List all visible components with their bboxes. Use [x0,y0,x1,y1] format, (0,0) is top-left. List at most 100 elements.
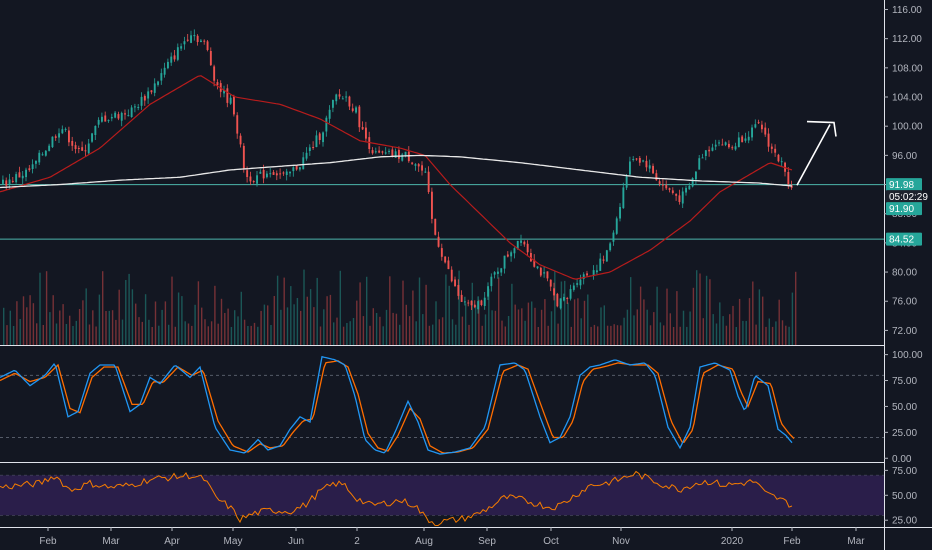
candle-body [483,297,486,306]
candle-body [15,174,18,183]
candle-body [718,142,720,144]
candle-body [374,151,377,153]
candle-body [282,172,285,174]
candle-body [41,154,44,156]
candle-body [104,115,107,122]
volume-bar [498,277,500,345]
stoch-tick-label: 25.00 [892,428,917,439]
candle-body [569,289,572,299]
volume-bar [676,291,678,345]
candle-body [77,148,80,149]
volume-bar [131,289,134,345]
candle-body [582,274,585,279]
price-axis[interactable]: 116.00112.00108.00104.00100.0096.0092.00… [884,5,928,527]
candle-body [757,122,760,124]
volume-bar [557,323,559,345]
volume-bar [191,325,193,345]
candle-body [490,276,493,287]
volume-bar [257,326,259,345]
volume-bar [451,319,454,345]
sma-short-line [0,75,793,280]
volume-bar [362,316,365,345]
candle-body [596,270,598,273]
time-tick-label: Oct [543,536,559,547]
candle-body [787,172,790,185]
candle-body [714,144,717,147]
candle-body [18,172,21,178]
candle-body [526,243,529,253]
candle-body [480,300,483,305]
candle-body [87,143,90,154]
volume-bar [135,303,137,345]
candle-body [107,120,110,122]
candle-body [91,133,93,142]
volume-bar [745,320,747,345]
volume-bar [590,326,592,345]
candle-body [691,178,694,187]
volume-bar [59,310,61,345]
candle-body [493,272,496,275]
volume-bar [722,316,724,345]
candle-body [325,117,328,132]
volume-bar [494,310,497,345]
volume-bar [210,321,213,345]
candle-body [741,136,744,142]
volume-bar [389,276,391,345]
volume-bar [369,325,371,345]
volume-bar [441,317,444,345]
price-tick-label: 76.00 [892,297,917,308]
volume-bar [422,314,424,345]
candle-body [711,147,714,151]
stoch-tick-label: 50.00 [892,402,917,413]
candle-body [665,184,668,189]
candle-body [675,194,678,196]
price-levels [0,184,884,240]
price-tick-label: 108.00 [892,63,923,74]
price-tag-label: 91.98 [889,180,914,191]
candle-body [566,298,569,299]
candle-body [576,283,579,285]
candle-body [31,164,34,169]
candle-body [563,297,565,301]
time-tick-label: Nov [612,536,630,547]
candle-body [266,173,268,178]
volume-bar [392,312,394,345]
candle-body [539,267,542,276]
volume-bar [250,325,252,345]
rsi-tick-label: 75.00 [892,466,917,477]
candle-body [209,51,212,66]
price-tick-label: 96.00 [892,151,917,162]
candle-body [398,149,400,159]
time-tick-label: Sep [478,536,496,547]
candle-body [401,154,404,161]
volume-bar [465,303,467,345]
volume-bar [474,305,477,345]
volume-bar [336,317,338,345]
volume-bar [375,313,378,345]
stoch-tick-label: 75.00 [892,376,917,387]
candle-body [318,133,321,140]
candle-body [625,176,628,188]
time-axis[interactable]: Feb Mar Apr May Jun 2 Aug Sep Oct Nov 2020 Feb Mar [39,527,865,547]
price-tag-box [886,190,922,204]
candle-body [724,142,727,145]
candle-body [457,285,460,296]
volume-bar [735,327,737,345]
volume-bar [425,284,427,345]
time-tick-label: Mar [847,536,865,547]
volume-bar [174,326,176,345]
volume-bar [36,323,38,345]
volume-bar [481,325,483,345]
volume-bar [260,310,262,345]
annotations [796,120,837,186]
time-tick-label: May [224,536,243,547]
candle-body [44,150,47,156]
candle-body [176,47,179,60]
candle-body [358,106,361,128]
volume-bar [524,320,526,345]
volume-bar [75,320,77,345]
candle-body [754,124,757,128]
candle-body [127,115,130,117]
volume-bar [290,286,292,345]
